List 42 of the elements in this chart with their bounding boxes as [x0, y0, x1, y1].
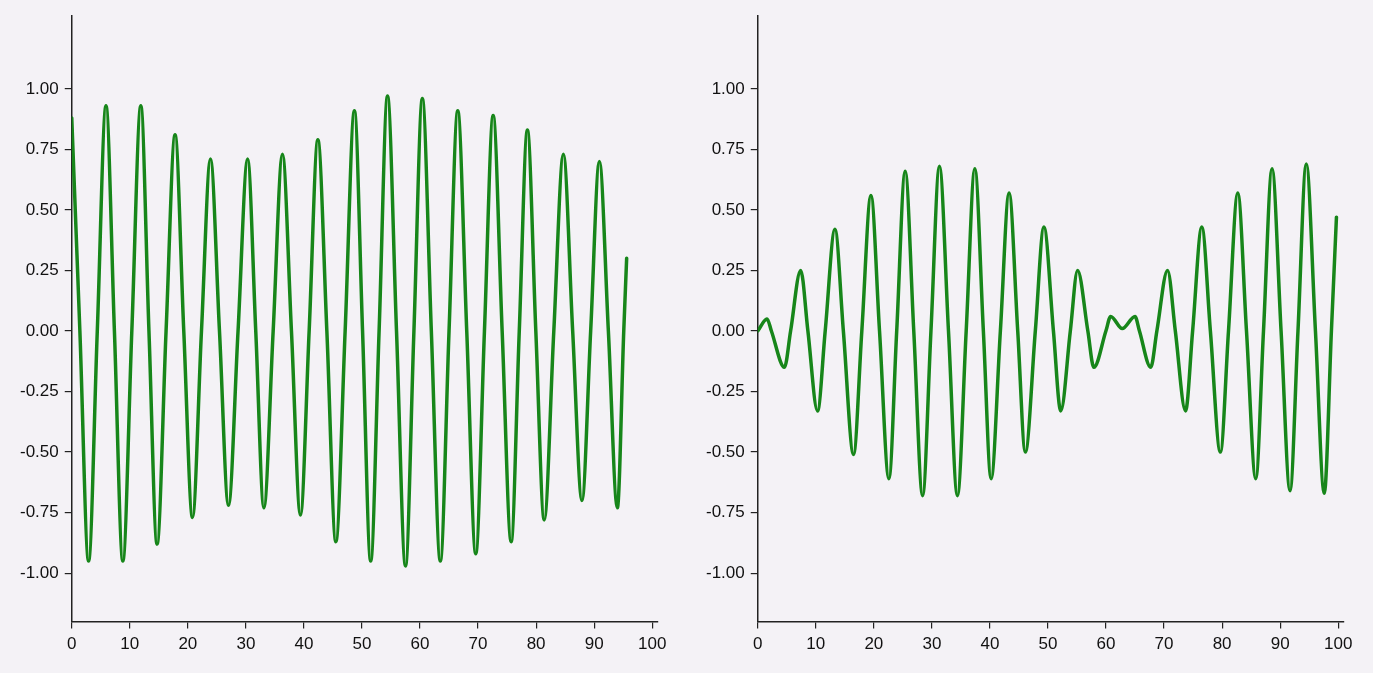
x-tick-label: 90 — [584, 634, 604, 654]
x-tick-label: 30 — [922, 634, 942, 654]
y-tick-label: 0.50 — [25, 199, 59, 219]
line-series — [71, 94, 629, 568]
x-tick-label: 30 — [236, 634, 256, 654]
y-tick-label: 0.00 — [711, 320, 745, 340]
y-tick-label: 0.50 — [711, 199, 745, 219]
x-tick-label: 10 — [120, 634, 140, 654]
y-tick-label: -1.00 — [706, 562, 745, 582]
x-tick-label: 80 — [1212, 634, 1232, 654]
x-tick-label: 50 — [1038, 634, 1058, 654]
y-tick-label: -0.25 — [20, 381, 59, 401]
y-tick-label: 1.00 — [25, 78, 59, 98]
y-tick-label: -1.00 — [20, 562, 59, 582]
x-tick-label: 40 — [294, 634, 314, 654]
y-tick-label: -0.50 — [706, 441, 745, 461]
x-tick-label: 60 — [410, 634, 430, 654]
x-tick-label: 50 — [352, 634, 372, 654]
x-tick-label: 80 — [526, 634, 546, 654]
y-tick-label: 0.25 — [711, 260, 745, 280]
y-tick-label: -0.75 — [20, 502, 59, 522]
x-tick-label: 70 — [1154, 634, 1174, 654]
x-tick-label: 0 — [753, 634, 763, 654]
y-tick-label: 0.00 — [25, 320, 59, 340]
x-tick-label: 20 — [864, 634, 884, 654]
x-tick-label: 20 — [178, 634, 198, 654]
line-series — [757, 162, 1339, 498]
y-tick-label: 0.75 — [711, 139, 745, 159]
y-tick-label: -0.75 — [706, 502, 745, 522]
y-tick-label: -0.25 — [706, 381, 745, 401]
x-tick-label: 60 — [1096, 634, 1116, 654]
y-tick-label: 1.00 — [711, 78, 745, 98]
y-tick-label: 0.25 — [25, 260, 59, 280]
y-tick-label: 0.75 — [25, 139, 59, 159]
x-tick-label: 90 — [1270, 634, 1290, 654]
x-tick-label: 100 — [1324, 634, 1353, 654]
x-tick-label: 10 — [806, 634, 826, 654]
x-tick-label: 0 — [67, 634, 77, 654]
x-tick-label: 100 — [638, 634, 667, 654]
x-tick-label: 70 — [468, 634, 488, 654]
y-tick-label: -0.50 — [20, 441, 59, 461]
x-tick-label: 40 — [980, 634, 1000, 654]
